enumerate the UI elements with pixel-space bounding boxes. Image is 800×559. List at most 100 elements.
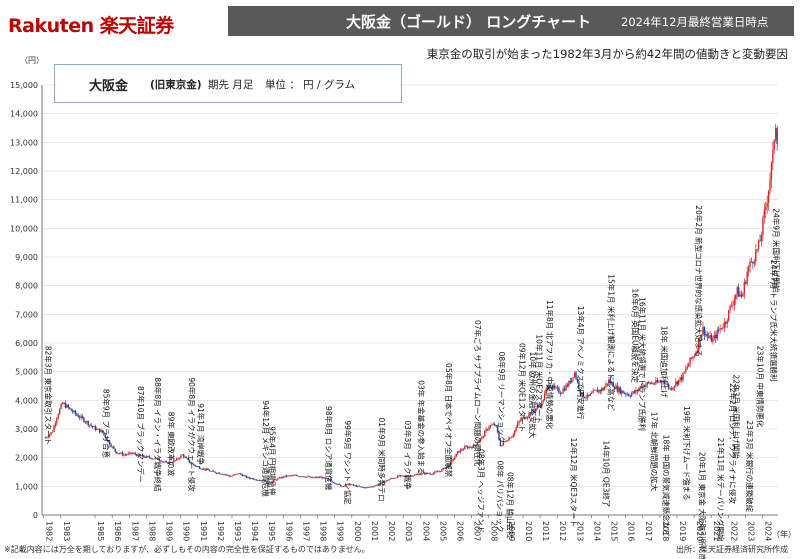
candle-body (486, 429, 489, 430)
candle-body (456, 451, 459, 454)
candle-body (441, 469, 443, 472)
candle-body (539, 405, 542, 407)
legend-name: 大阪金 (89, 79, 129, 94)
candle-body (760, 235, 763, 242)
candle-body (602, 388, 604, 391)
chart-subtitle: 東京金の取引が始まった1982年3月から約42年間の値動きと変動要因 (426, 47, 788, 61)
candle-body (277, 478, 279, 480)
candle-body (200, 468, 202, 470)
candle-body (183, 454, 185, 458)
candle-body (171, 462, 174, 464)
candle-body (46, 437, 48, 439)
candle-body (113, 446, 115, 449)
candle-body (81, 415, 84, 418)
candle-body (585, 397, 587, 399)
candle-body (374, 485, 376, 487)
event-annotation: 07年ごろ サブプライムローン問題の顕在化 (473, 320, 483, 467)
candle-body (451, 459, 453, 462)
candle-body (690, 357, 693, 359)
candle-body (719, 328, 721, 331)
event-annotation: 82年3月 東京金取引スタート (43, 346, 53, 445)
candle-body (107, 440, 109, 442)
candle-body (369, 486, 372, 488)
candle-body (214, 471, 216, 473)
candle-body (58, 408, 61, 415)
x-tick-label: 1998 (319, 521, 328, 541)
x-tick-label: 1995 (267, 521, 276, 541)
candle-body (558, 387, 560, 393)
event-annotation: 18年 米国追加利上げ (660, 326, 670, 398)
candle-body (501, 444, 503, 447)
candle-body (339, 484, 342, 487)
candle-body (565, 384, 567, 391)
candle-body (155, 457, 158, 459)
candle-body (573, 372, 576, 378)
candle-body (384, 481, 386, 483)
candle-body (478, 441, 480, 443)
candle-body (616, 385, 619, 392)
candle-body (278, 477, 281, 479)
x-tick-label: 2011 (541, 521, 550, 541)
candle-body (551, 387, 553, 389)
brand-logo: Rakuten 楽天証券 (8, 15, 174, 37)
candle-body (86, 421, 88, 423)
candle-body (601, 388, 603, 392)
candle-body (110, 444, 112, 447)
candle-body (364, 487, 366, 489)
x-tick-label: 2020 (695, 521, 704, 541)
candle-body (542, 400, 544, 402)
candle-body (167, 462, 169, 464)
candle-body (692, 356, 694, 359)
candle-body (516, 423, 519, 428)
event-annotation: 90年8月 イラクがクウェート侵攻 (187, 377, 197, 492)
candle-body (482, 436, 485, 438)
y-tick-label: 2,000 (15, 454, 38, 463)
candle-body (242, 475, 245, 477)
candle-body (730, 305, 733, 307)
candle-body (126, 454, 128, 456)
event-annotation: 08年3月 ヘッジファンド (476, 449, 486, 533)
candle-body (394, 477, 396, 479)
candle-body (124, 454, 126, 456)
candle-body (612, 382, 614, 388)
candle-body (472, 444, 475, 448)
candle-body (555, 387, 557, 389)
x-tick-label: 2024 (764, 521, 773, 541)
candle-body (632, 391, 634, 394)
candle-body (513, 430, 516, 435)
candle-body (579, 389, 582, 395)
candle-body (606, 383, 609, 385)
candle-body (367, 487, 369, 488)
candle-body (750, 261, 753, 263)
candle-body (204, 468, 206, 471)
candle-body (481, 436, 483, 439)
candle-body (485, 429, 487, 432)
candle-body (160, 460, 162, 462)
candle-body (175, 458, 178, 461)
x-tick-label: 2004 (421, 521, 430, 541)
candle-body (178, 458, 181, 459)
event-annotation: 08年12月 脇山会社 (506, 472, 516, 539)
candle-body (361, 486, 363, 488)
candle-body (529, 413, 532, 415)
candle-body (526, 416, 529, 419)
candle-body (673, 385, 676, 388)
candle-body (257, 480, 259, 481)
candle-body (492, 424, 494, 425)
candle-body (479, 438, 482, 442)
candle-body (766, 202, 768, 207)
x-tick-label: 2022 (729, 521, 738, 541)
candle-body (379, 482, 382, 485)
candle-body (230, 476, 232, 477)
candle-body (150, 457, 152, 459)
candle-body (603, 387, 606, 391)
candle-body (672, 387, 674, 390)
candle-body (305, 476, 308, 478)
candle-body (327, 478, 329, 480)
candle-body (608, 379, 610, 384)
candle-body (685, 368, 687, 372)
event-annotation: 08年9月 リーマンショック (497, 352, 507, 444)
candle-body (123, 454, 125, 456)
candle-body (297, 475, 299, 477)
candle-body (635, 389, 637, 393)
